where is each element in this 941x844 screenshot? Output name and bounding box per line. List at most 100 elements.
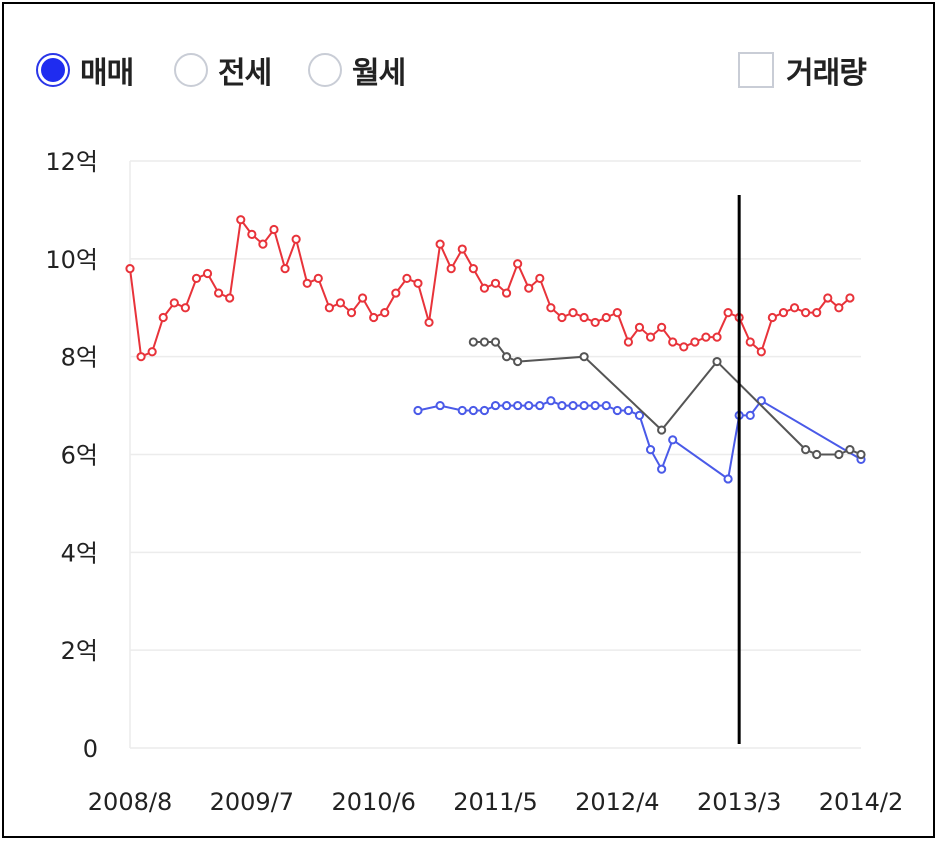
series-point-0 xyxy=(369,312,379,323)
series-point-0 xyxy=(457,244,467,254)
series-point-0 xyxy=(291,234,301,244)
series-point-0 xyxy=(601,312,611,323)
y-tick-label: 12억 xyxy=(45,148,98,176)
series-point-0 xyxy=(180,303,190,313)
series-point-0 xyxy=(125,264,135,274)
radio-sale-indicator xyxy=(36,53,70,87)
radio-monthly-rent[interactable]: 월세 xyxy=(308,48,406,92)
series-point-0 xyxy=(446,264,456,274)
series-point-0 xyxy=(623,337,634,347)
series-point-0 xyxy=(535,273,545,283)
series-point-2 xyxy=(834,449,844,460)
series-point-0 xyxy=(845,293,855,303)
y-tick-label: 4억 xyxy=(61,539,98,567)
series-point-1 xyxy=(745,410,755,420)
series-point-1 xyxy=(645,445,656,455)
series-point-0 xyxy=(823,293,833,303)
series-point-1 xyxy=(490,400,501,411)
series-point-1 xyxy=(435,400,445,411)
y-tick-label: 6억 xyxy=(61,442,98,470)
x-tick-label: 2014/2 xyxy=(819,788,903,816)
series-point-2 xyxy=(812,449,822,460)
volume-label: 거래량 xyxy=(786,56,867,91)
series-point-0 xyxy=(236,215,246,225)
series-point-1 xyxy=(579,400,589,411)
x-tick-label: 2013/3 xyxy=(697,788,781,816)
series-point-1 xyxy=(612,405,622,416)
y-tick-label: 8억 xyxy=(61,344,98,372)
series-point-2 xyxy=(712,356,722,367)
series-point-1 xyxy=(601,400,611,411)
series-point-0 xyxy=(479,283,490,293)
series-point-0 xyxy=(568,308,578,318)
series-point-0 xyxy=(435,239,445,249)
series-point-0 xyxy=(789,303,800,313)
series-point-0 xyxy=(557,312,567,323)
series-point-0 xyxy=(490,278,501,288)
radio-monthly-rent-label: 월세 xyxy=(352,56,406,91)
series-point-0 xyxy=(324,303,334,313)
radio-monthly-rent-indicator xyxy=(308,53,342,87)
series-point-0 xyxy=(745,337,755,347)
series-point-0 xyxy=(202,268,213,279)
series-point-0 xyxy=(812,308,822,318)
series-point-0 xyxy=(723,308,733,318)
series-point-0 xyxy=(313,273,323,283)
series-point-0 xyxy=(834,303,844,313)
series-point-1 xyxy=(413,405,423,416)
series-point-2 xyxy=(490,337,501,347)
radio-jeonse-label: 전세 xyxy=(218,56,272,91)
series-point-0 xyxy=(413,278,423,288)
series-point-0 xyxy=(712,332,722,342)
volume-toggle[interactable]: 거래량 xyxy=(738,50,867,91)
series-point-0 xyxy=(690,337,700,347)
series-point-0 xyxy=(391,288,401,298)
series-point-0 xyxy=(136,352,146,362)
line-chart: 0 2억 4억 6억 8억 10억 12억 2008/8 2009/7 2010/6 2011/5 2… xyxy=(45,148,903,816)
series-point-1 xyxy=(568,400,578,411)
series-point-0 xyxy=(402,273,412,283)
series-point-0 xyxy=(468,264,478,274)
series-point-2 xyxy=(579,352,589,362)
series-point-0 xyxy=(634,322,645,332)
y-tick-label: 2억 xyxy=(61,637,98,665)
radio-sale[interactable]: 매매 xyxy=(36,48,134,92)
series-point-0 xyxy=(590,317,600,328)
series-point-0 xyxy=(302,278,312,288)
series-point-0 xyxy=(513,259,523,269)
series-point-0 xyxy=(247,229,257,239)
x-tick-label: 2008/8 xyxy=(88,788,172,816)
series-point-1 xyxy=(723,474,733,484)
series-point-1 xyxy=(623,405,634,416)
series-point-0 xyxy=(524,283,534,293)
series-point-0 xyxy=(546,303,556,313)
series-point-1 xyxy=(668,435,678,445)
series-point-0 xyxy=(579,312,589,323)
series-point-1 xyxy=(457,405,467,416)
series-point-2 xyxy=(513,356,523,367)
series-point-1 xyxy=(524,400,534,411)
series-point-0 xyxy=(147,347,157,357)
series-point-0 xyxy=(612,308,622,318)
volume-checkbox[interactable] xyxy=(738,52,774,88)
series-point-0 xyxy=(258,239,268,249)
series-point-1 xyxy=(468,405,478,416)
x-tick-label: 2011/5 xyxy=(453,788,537,816)
series-point-0 xyxy=(767,312,777,323)
series-point-0 xyxy=(158,312,168,323)
series-point-0 xyxy=(701,332,711,342)
series-point-2 xyxy=(468,337,478,347)
radio-jeonse[interactable]: 전세 xyxy=(174,48,272,92)
series-line-0 xyxy=(129,217,851,359)
series-point-1 xyxy=(535,400,545,411)
series-point-0 xyxy=(645,332,656,342)
series-point-0 xyxy=(756,347,766,357)
series-point-1 xyxy=(546,396,556,406)
series-point-0 xyxy=(346,308,357,318)
series-point-2 xyxy=(845,445,855,455)
series-line-2 xyxy=(473,341,862,456)
series-point-0 xyxy=(501,288,512,298)
x-tick-label: 2012/4 xyxy=(575,788,659,816)
series-point-0 xyxy=(357,293,368,303)
